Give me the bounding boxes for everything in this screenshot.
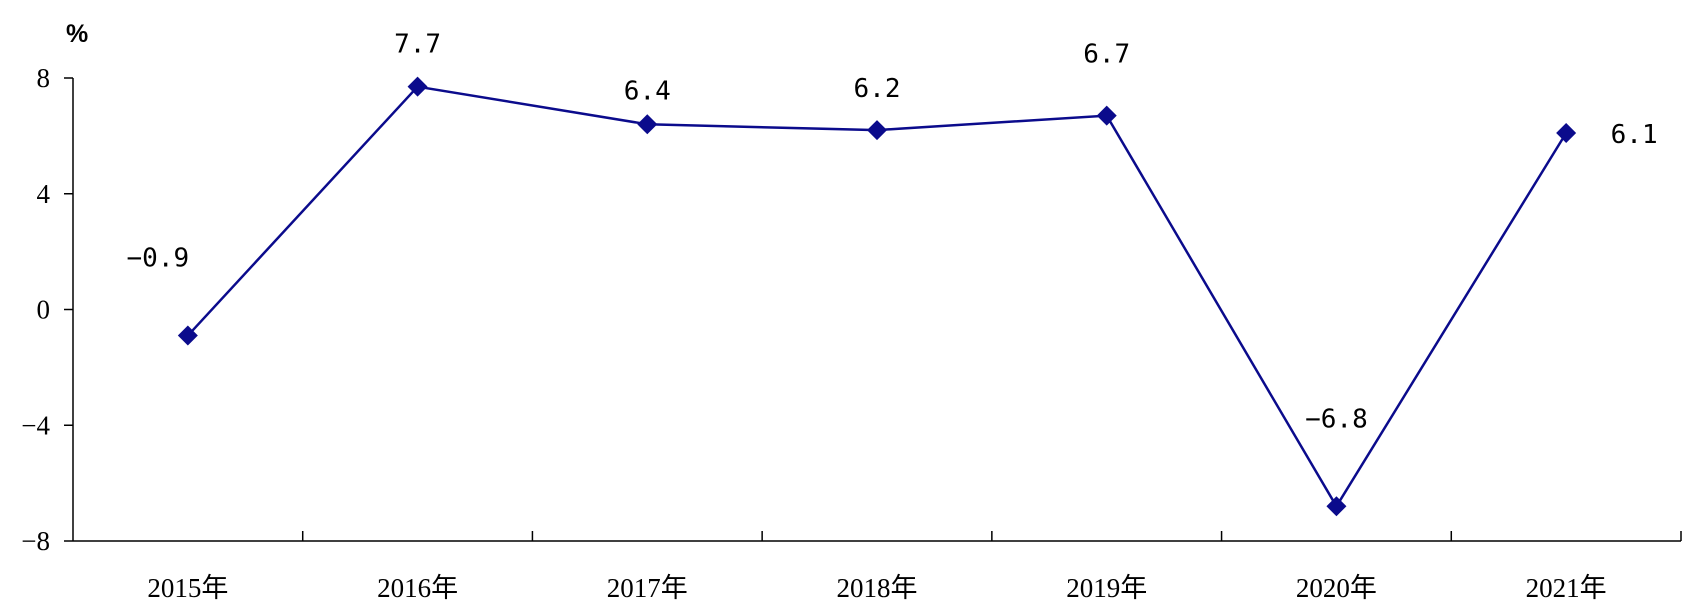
data-label: −0.9 — [127, 244, 190, 274]
x-tick-label: 2015年 — [147, 573, 228, 603]
data-label: −6.8 — [1305, 404, 1368, 434]
x-tick-label: 2021年 — [1526, 573, 1607, 603]
series-group: −0.9 7.7 6.4 6.2 6.7 −6.8 6.1 — [127, 30, 1658, 517]
y-tick-label: 4 — [37, 179, 51, 209]
data-point-marker — [867, 120, 887, 141]
data-label: 6.7 — [1083, 40, 1130, 70]
x-tick-label: 2019年 — [1066, 573, 1147, 603]
data-point-marker — [407, 76, 428, 97]
data-point-marker — [1096, 105, 1117, 126]
data-label: 6.2 — [854, 74, 901, 104]
y-axis-unit-label: % — [66, 20, 88, 48]
x-tick-label: 2020年 — [1296, 573, 1377, 603]
data-label: 6.4 — [624, 76, 671, 106]
x-tick-label: 2017年 — [607, 573, 688, 603]
series-line — [186, 85, 1568, 509]
x-tick-label: 2016年 — [377, 573, 458, 603]
data-label: 7.7 — [394, 30, 441, 60]
y-tick-label: 0 — [37, 295, 51, 325]
data-point-marker — [1326, 496, 1347, 517]
y-tick-label: −8 — [21, 526, 50, 556]
data-point-marker — [177, 325, 198, 346]
data-label: 6.1 — [1611, 120, 1658, 150]
y-tick-label: 8 — [37, 63, 51, 93]
x-axis-ticks: 2015年 2016年 2017年 2018年 2019年 2020年 2021年 — [147, 531, 1682, 603]
y-axis-ticks: 8 4 0 −4 −8 — [21, 63, 73, 556]
data-point-marker — [1556, 122, 1577, 143]
x-tick-label: 2018年 — [837, 573, 918, 603]
data-point-marker — [637, 114, 658, 135]
y-tick-label: −4 — [21, 410, 50, 440]
